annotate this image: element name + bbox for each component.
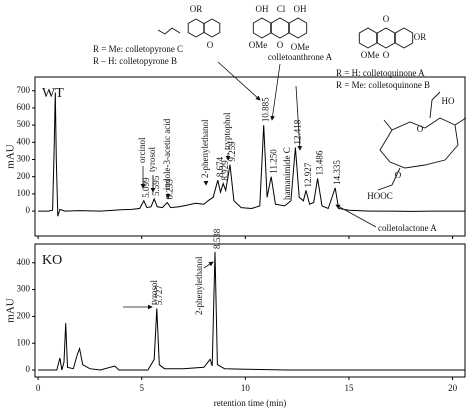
chromatogram-trace [38,92,465,217]
y-axis-title: mAU [5,298,17,323]
ring-bond [187,18,205,38]
x-tick-label: 10 [241,383,251,393]
ring-bond [270,17,290,39]
x-tick-label: 0 [36,383,41,393]
atom-label: O [277,40,284,50]
x-axis-title: retention time (min) [214,398,286,408]
structure-caption: colletoanthrone A [268,52,333,62]
y-tick-label: 200 [17,310,31,320]
annotation-arrow [203,261,214,269]
compound-label: indole-3-acetic acid [162,118,172,190]
atom-label: O [395,170,402,180]
y-tick-label: 700 [17,85,31,95]
peak-label: 5.595 [151,175,161,196]
atom-label: OMe [291,42,310,52]
atom-label: OMe [361,50,380,60]
atom-label: OR [414,32,427,42]
annotation-arrow [270,63,281,121]
atom-label: HO [442,96,455,106]
y-tick-label: 300 [17,154,31,164]
atom-label: O [383,50,390,60]
y-tick-label: 100 [17,337,31,347]
peak-label: 12.418 [293,119,303,144]
peak-label: 11.250 [268,149,278,174]
ring-bond [252,17,272,39]
y-tick-label: 0 [26,364,31,374]
atom-label: O [207,40,214,50]
atom-label: OMe [249,40,268,50]
compound-label: orcinol [137,137,147,163]
peak-label: 5.099 [141,177,151,198]
macrocycle-bond [377,91,467,191]
peak-label: 9.259 [227,141,237,162]
atom-label: HOOC [367,191,393,201]
chain-bond [157,27,181,35]
ring-bond [203,18,221,38]
panel-label: KO [42,253,62,268]
peak-label: 5.727 [154,285,164,306]
y-tick-label: 600 [17,102,31,112]
atom-label: OH [256,4,269,14]
x-tick-label: 15 [344,383,354,393]
chromatogram-trace [38,251,465,371]
compound-label: tyrosol [147,147,157,173]
y-tick-label: 400 [17,136,31,146]
y-tick-label: 0 [26,205,31,215]
plot-frame [34,76,466,237]
ring-bond [288,17,308,39]
atom-label: OR [190,4,203,14]
y-axis-title: mAU [5,144,17,169]
y-tick-label: 300 [17,284,31,294]
compound-label: tryptophol [222,112,232,150]
y-tick-label: 500 [17,119,31,129]
compound-label: hamanimide C [282,147,292,200]
atom-label: O [417,124,424,134]
y-tick-label: 100 [17,188,31,198]
structure-caption: R = Me: colletopyrone C [93,44,183,54]
compound-label: 2-phenylethanol [194,256,204,315]
peak-label: 12.927 [303,162,313,187]
atom-label: O [383,14,390,24]
ring-bond [394,27,414,49]
annotation-arrow [295,85,303,151]
plot-frame [34,243,466,378]
structure-caption: R – H: colletopyrone B [93,56,177,66]
peak-label: 8.674 [215,156,225,177]
x-tick-label: 20 [448,383,458,393]
y-tick-label: 200 [17,171,31,181]
annotation-arrow [217,61,261,101]
panel-label: WT [42,86,64,101]
atom-label: Cl [277,4,286,14]
x-tick-label: 5 [139,383,144,393]
peak-label: 13.486 [315,150,325,175]
y-tick-label: 400 [17,257,31,267]
peak-label: 6.233 [164,179,174,200]
peak-label: 14.335 [332,160,342,185]
peak-label: 8.929 [220,160,230,181]
annotation-arrow [335,204,377,228]
compound-label: 2-phenylethanol [200,119,210,178]
compound-label: colletolactone A [378,223,437,233]
structure-caption: R = H: colletoquinone A [336,68,425,78]
ring-bond [358,27,378,49]
peak-label: 10.885 [261,97,271,122]
ring-bond [376,27,396,49]
atom-label: OH [294,4,307,14]
compound-label: tyrosol [149,280,159,306]
peak-label: 8.538 [212,228,222,249]
structure-caption: R = Me: colletoquinone B [336,80,430,90]
